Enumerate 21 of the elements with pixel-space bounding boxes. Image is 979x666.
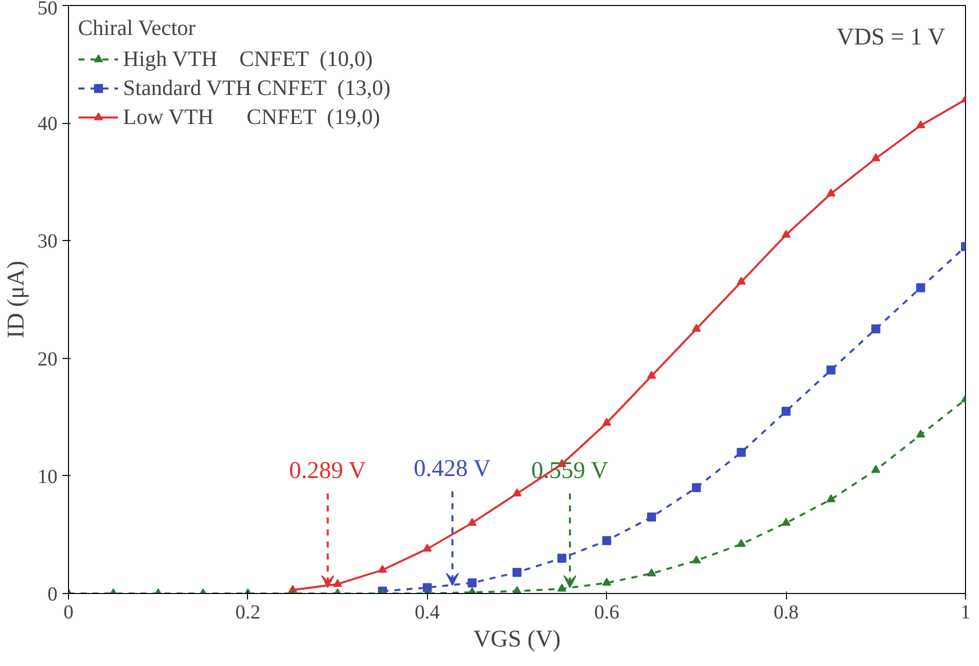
x-tick-label: 0.4	[414, 602, 440, 624]
legend-title: Chiral Vector	[78, 15, 197, 41]
legend-label: Standard VTH CNFET (13,0)	[123, 75, 390, 101]
annotation: 0.428 V	[414, 456, 492, 482]
annotation: VDS = 1 V	[836, 24, 946, 50]
x-tick-label: 0.6	[594, 602, 620, 624]
x-tick-label: 0.8	[774, 602, 799, 624]
y-tick-label: 0	[48, 584, 58, 606]
y-tick-label: 30	[38, 230, 58, 253]
y-tick-label: 40	[38, 113, 58, 136]
x-tick-label: 0.2	[235, 602, 260, 624]
y-tick-label: 10	[38, 466, 58, 488]
legend-label: High VTH CNFET (10,0)	[123, 46, 373, 72]
y-tick-label: 20	[38, 348, 58, 370]
x-axis-title: VGS (V)	[473, 626, 561, 652]
legend-label: Low VTH CNFET (19,0)	[123, 104, 380, 130]
y-tick-label: 50	[38, 0, 58, 20]
y-axis-title: ID (μA)	[4, 260, 30, 338]
annotation: 0.289 V	[289, 458, 367, 484]
x-tick-label: 0	[64, 602, 74, 624]
x-tick-label: 1	[960, 602, 970, 624]
